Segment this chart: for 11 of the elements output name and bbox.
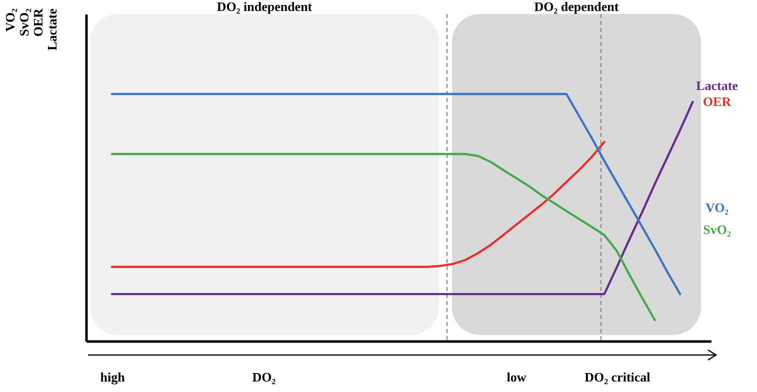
- text: VO₂: [705, 200, 729, 215]
- series-label: Lactate: [696, 78, 738, 93]
- text: DO₂ independent: [216, 0, 313, 14]
- text: OER: [702, 94, 732, 109]
- x-tick-label: DO₂ critical: [584, 370, 651, 384]
- x-tick-label: DO₂: [252, 370, 276, 384]
- x-tick-label: low: [506, 370, 527, 384]
- text: SvO₂: [703, 222, 731, 237]
- y-axis-title: VO₂ SvO₂ OER Lactate: [2, 8, 60, 50]
- x-tick-label: high: [100, 370, 126, 384]
- text: DO₂ dependent: [534, 0, 620, 14]
